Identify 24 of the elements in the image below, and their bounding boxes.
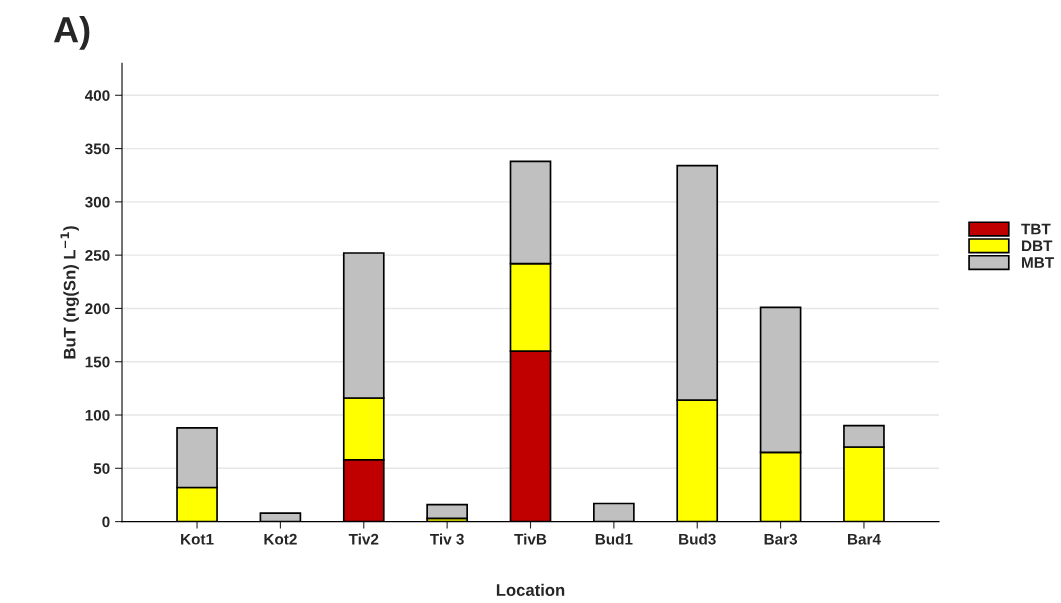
- y-tick-label: 150: [85, 356, 110, 368]
- legend-label: MBT: [1022, 257, 1054, 268]
- x-tick-label: Bar3: [764, 533, 798, 545]
- y-tick-label: 200: [85, 303, 110, 315]
- x-tick-label: Bud3: [679, 533, 716, 545]
- y-tick-label: 300: [85, 196, 110, 208]
- x-tick-label: Kot1: [181, 533, 214, 545]
- y-tick-label: 350: [85, 143, 110, 155]
- y-axis-title: BuT (ng(Sn) L$^{−1}$): [60, 226, 79, 359]
- legend-label: DBT: [1022, 240, 1053, 252]
- x-tick-label: Kot2: [264, 533, 297, 545]
- x-tick-label: Tiv 3: [430, 533, 464, 545]
- y-tick-label: 100: [85, 409, 110, 421]
- y-tick-label: 50: [93, 463, 110, 474]
- chart-title: A): [53, 16, 90, 50]
- x-tick-label: Tiv2: [348, 533, 379, 545]
- x-axis-title: Location: [496, 583, 565, 596]
- y-tick-label: 400: [84, 90, 110, 101]
- legend-label: TBT: [1021, 223, 1051, 235]
- x-tick-label: Bar4: [847, 533, 881, 545]
- y-tick-label: 250: [85, 250, 110, 261]
- y-tick-label: 0: [102, 516, 110, 528]
- x-tick-label: TivB: [514, 533, 547, 545]
- x-tick-label: Bud1: [595, 533, 633, 545]
